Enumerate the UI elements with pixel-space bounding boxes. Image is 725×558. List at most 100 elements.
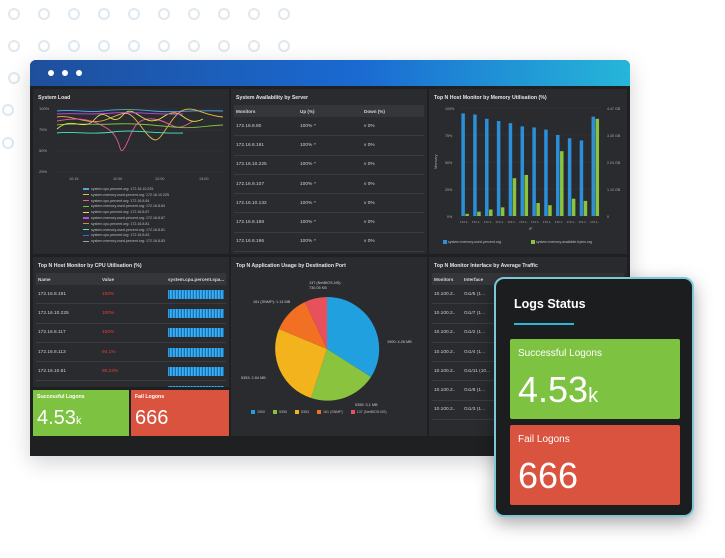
legend-label: 1900 — [257, 410, 265, 414]
table-row[interactable]: 172.16.8.117 100% — [36, 324, 226, 343]
table-row[interactable]: 172.16.8.113 94.1% — [36, 343, 226, 363]
y-left-tick: 75% — [445, 134, 453, 138]
decorative-dot — [248, 8, 260, 20]
legend-swatch — [83, 188, 89, 190]
cell-down: v 0% — [364, 142, 375, 148]
bar[interactable] — [556, 135, 560, 216]
pie-legend: 1900 5355 5353 161 (SNMP) 137 (NetBIOS-NS) — [251, 410, 387, 415]
cell-up: 100% ^ — [300, 123, 316, 129]
decorative-dot — [68, 8, 80, 20]
legend-swatch — [251, 410, 255, 415]
fail-logons-card[interactable]: Fail Logons 666 — [510, 425, 680, 505]
legend-label: 5355 — [279, 410, 287, 414]
bar[interactable] — [579, 140, 584, 216]
window-minimize-dot[interactable] — [62, 70, 68, 76]
memory-chart-title: Top N Host Monitor by Memory Utilisation… — [434, 95, 547, 101]
bar[interactable] — [524, 174, 529, 216]
sparkline — [168, 386, 224, 387]
cell-monitor: 10.100.2.. — [434, 368, 456, 374]
table-row[interactable]: 172.16.8.57100% ^v 0% — [234, 252, 424, 254]
x-tick-label: 172.1.. — [484, 220, 493, 224]
bar[interactable] — [496, 120, 501, 216]
bar[interactable] — [489, 209, 493, 216]
cell-iface: Gi1/7 (1... — [464, 310, 486, 316]
table-row[interactable]: 172.16.8.191 100% ^ v 0% — [234, 136, 424, 156]
table-row[interactable]: 172.16.8.18382.86% — [36, 381, 226, 387]
x-tick: 11:00 — [113, 177, 122, 181]
bar[interactable] — [544, 129, 548, 216]
x-tick-label: 172.1.. — [460, 220, 469, 224]
table-row[interactable]: 172.16.10.225 100% — [36, 304, 226, 324]
table-row[interactable]: 172.16.10.225 100% ^ v 0% — [234, 156, 424, 175]
legend-entry: 5353 — [295, 410, 309, 415]
bar[interactable] — [520, 126, 525, 216]
pie-slice-5353[interactable] — [275, 329, 327, 398]
table-row[interactable]: 172.16.8.188 100% ^ v 0% — [234, 213, 424, 233]
cell-monitor: 10.100.2.. — [434, 388, 456, 394]
memory-legend-used: system.memory.used.percent.org — [443, 240, 501, 245]
table-row[interactable]: 172.16.10.132 100% ^ v 0% — [234, 194, 424, 214]
availability-table: Monitors Up (%) Down (%) 172.16.8.80 100%… — [234, 105, 424, 254]
bar[interactable] — [508, 123, 513, 216]
successful-logons-tile[interactable]: Successful Logons 4.53k — [33, 390, 129, 436]
legend-label: 161 (SNMP) — [323, 410, 343, 414]
pie-slice-161[interactable] — [279, 302, 327, 349]
y-tick-25: 25% — [39, 169, 47, 174]
window-maximize-dot[interactable] — [76, 70, 82, 76]
decorative-dot — [98, 40, 110, 52]
tile-unit: k — [75, 415, 82, 427]
y-left-tick: 25% — [445, 188, 453, 192]
bar[interactable] — [591, 116, 596, 216]
cell-down: v 0% — [364, 162, 375, 168]
cell-name: 172.16.10.225 — [38, 310, 69, 316]
bar[interactable] — [595, 118, 600, 216]
bar[interactable] — [536, 203, 540, 216]
bar[interactable] — [485, 118, 489, 216]
table-row[interactable]: 172.16.8.196 100% ^ v 0% — [234, 233, 424, 253]
bar[interactable] — [473, 114, 477, 216]
bar[interactable] — [500, 207, 505, 216]
col-interface: Interface — [464, 276, 484, 282]
table-row[interactable]: 172.16.8.80 100% ^ v 0% — [234, 117, 424, 137]
y-left-tick: 0% — [447, 215, 453, 219]
cell-down: v 0% — [364, 123, 375, 129]
y-tick-50: 50% — [39, 148, 47, 153]
window-close-dot[interactable] — [48, 70, 54, 76]
bar[interactable] — [583, 200, 588, 216]
decorative-dot — [218, 8, 230, 20]
series-line — [56, 118, 194, 152]
bar[interactable] — [560, 151, 564, 216]
cell-down: v 0% — [364, 181, 375, 187]
bar[interactable] — [461, 113, 465, 216]
decorative-dot — [218, 40, 230, 52]
pie-slice-5355[interactable] — [311, 349, 371, 401]
table-row[interactable]: 172.16.10.81 90.23% — [36, 362, 226, 382]
cell-up: 100% ^ — [300, 239, 316, 245]
bar[interactable] — [477, 211, 481, 216]
decorative-dot — [278, 40, 290, 52]
fail-logons-tile[interactable]: Fail Logons 666 — [131, 390, 229, 436]
cell-up: 100% ^ — [300, 162, 316, 168]
cell-monitor: 10.100.2.. — [434, 330, 456, 336]
legend-entry: system.memory.used.percent.org: 172.16.8… — [83, 228, 165, 232]
legend-entry: system.memory.used.percent.org: 172.16.8… — [83, 216, 165, 220]
table-row[interactable]: 172.16.9.107 100% ^ v 0% — [234, 175, 424, 195]
pie-slice-1900[interactable] — [327, 296, 380, 377]
bar[interactable] — [548, 205, 552, 216]
card-label: Successful Logons — [518, 348, 602, 359]
bar[interactable] — [532, 127, 536, 216]
bar[interactable] — [465, 213, 469, 216]
legend-swatch — [83, 240, 89, 242]
legend-entry: 137 (NetBIOS-NS) — [350, 410, 387, 415]
bar[interactable] — [567, 138, 572, 216]
successful-logons-card[interactable]: Successful Logons 4.53k — [510, 339, 680, 419]
cell-monitor: 172.16.9.107 — [236, 181, 265, 187]
bar[interactable] — [512, 178, 517, 216]
system-load-panel: System Load 100% 75% 50% 25% 10:15 11:00… — [33, 89, 229, 254]
decorative-dot — [158, 8, 170, 20]
y-right-tick: 0 — [607, 215, 609, 219]
pie-slice-137[interactable] — [305, 297, 327, 349]
bar[interactable] — [571, 198, 576, 216]
table-row[interactable]: 172.16.8.191 100% — [36, 285, 226, 305]
legend-swatch — [350, 410, 355, 415]
